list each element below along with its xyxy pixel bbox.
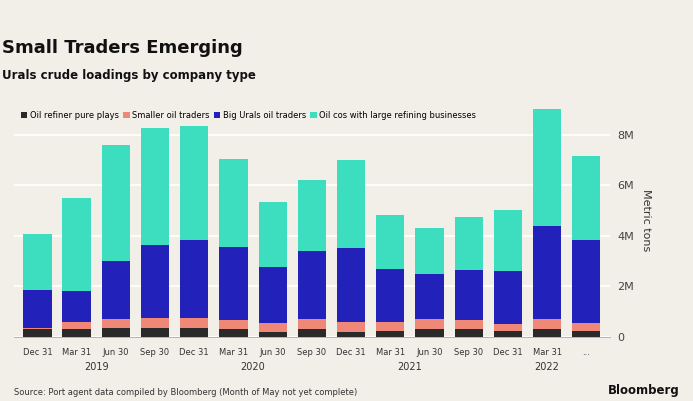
Bar xyxy=(141,128,169,245)
Text: Dec 31: Dec 31 xyxy=(179,348,209,357)
Bar xyxy=(298,319,326,329)
Bar xyxy=(572,330,600,337)
Bar xyxy=(494,330,522,337)
Text: Sep 30: Sep 30 xyxy=(141,348,170,357)
Bar xyxy=(258,202,287,267)
Bar xyxy=(62,198,91,292)
Text: Source: Port agent data compiled by Bloomberg (Month of May not yet complete): Source: Port agent data compiled by Bloo… xyxy=(14,388,357,397)
Text: Mar 31: Mar 31 xyxy=(219,348,248,357)
Bar xyxy=(337,160,365,248)
Bar xyxy=(258,267,287,323)
Text: 2021: 2021 xyxy=(398,362,422,372)
Bar xyxy=(24,290,51,328)
Bar xyxy=(219,247,247,320)
Bar xyxy=(180,239,209,318)
Bar xyxy=(337,322,365,332)
Bar xyxy=(141,245,169,318)
Bar xyxy=(258,323,287,332)
Bar xyxy=(533,319,561,329)
Bar xyxy=(376,269,405,322)
Bar xyxy=(533,226,561,319)
Text: Sep 30: Sep 30 xyxy=(297,348,326,357)
Legend: Oil refiner pure plays, Smaller oil traders, Big Urals oil traders, Oil cos with: Oil refiner pure plays, Smaller oil trad… xyxy=(18,108,479,122)
Text: Jun 30: Jun 30 xyxy=(103,348,129,357)
Bar xyxy=(298,251,326,319)
Text: 2019: 2019 xyxy=(84,362,109,372)
Y-axis label: Metric tons: Metric tons xyxy=(641,189,651,252)
Text: 2020: 2020 xyxy=(240,362,265,372)
Bar xyxy=(376,330,405,337)
Bar xyxy=(258,332,287,337)
Bar xyxy=(102,145,130,261)
Bar xyxy=(62,322,91,329)
Bar xyxy=(219,159,247,247)
Bar xyxy=(24,328,51,329)
Bar xyxy=(180,328,209,337)
Bar xyxy=(455,329,483,337)
Bar xyxy=(62,292,91,322)
Text: Small Traders Emerging: Small Traders Emerging xyxy=(2,39,243,57)
Bar xyxy=(376,322,405,330)
Bar xyxy=(102,261,130,319)
Text: Dec 31: Dec 31 xyxy=(23,348,52,357)
Text: 2022: 2022 xyxy=(535,362,559,372)
Bar xyxy=(572,239,600,323)
Text: Mar 31: Mar 31 xyxy=(62,348,91,357)
Bar xyxy=(533,109,561,226)
Text: Bloomberg: Bloomberg xyxy=(607,384,679,397)
Bar xyxy=(415,319,444,329)
Bar xyxy=(24,329,51,337)
Bar xyxy=(572,323,600,330)
Bar xyxy=(337,332,365,337)
Bar xyxy=(141,328,169,337)
Bar xyxy=(180,318,209,328)
Bar xyxy=(219,329,247,337)
Bar xyxy=(376,215,405,269)
Bar xyxy=(415,228,444,273)
Text: Jun 30: Jun 30 xyxy=(416,348,443,357)
Bar xyxy=(24,235,51,290)
Bar xyxy=(455,217,483,270)
Bar xyxy=(102,319,130,328)
Text: Dec 31: Dec 31 xyxy=(336,348,366,357)
Bar xyxy=(455,320,483,329)
Bar xyxy=(219,320,247,329)
Bar xyxy=(180,126,209,239)
Text: Jun 30: Jun 30 xyxy=(259,348,286,357)
Bar xyxy=(102,328,130,337)
Text: Sep 30: Sep 30 xyxy=(454,348,483,357)
Bar xyxy=(62,329,91,337)
Bar xyxy=(572,156,600,239)
Bar xyxy=(298,329,326,337)
Bar xyxy=(298,180,326,251)
Bar xyxy=(533,329,561,337)
Text: Mar 31: Mar 31 xyxy=(376,348,405,357)
Bar xyxy=(337,248,365,322)
Bar xyxy=(494,271,522,324)
Bar xyxy=(415,329,444,337)
Bar xyxy=(494,211,522,271)
Text: Dec 31: Dec 31 xyxy=(493,348,523,357)
Bar xyxy=(141,318,169,328)
Bar xyxy=(494,324,522,330)
Text: Mar 31: Mar 31 xyxy=(532,348,561,357)
Text: Urals crude loadings by company type: Urals crude loadings by company type xyxy=(2,69,256,82)
Bar xyxy=(415,273,444,319)
Text: ...: ... xyxy=(582,348,590,357)
Bar xyxy=(455,270,483,320)
